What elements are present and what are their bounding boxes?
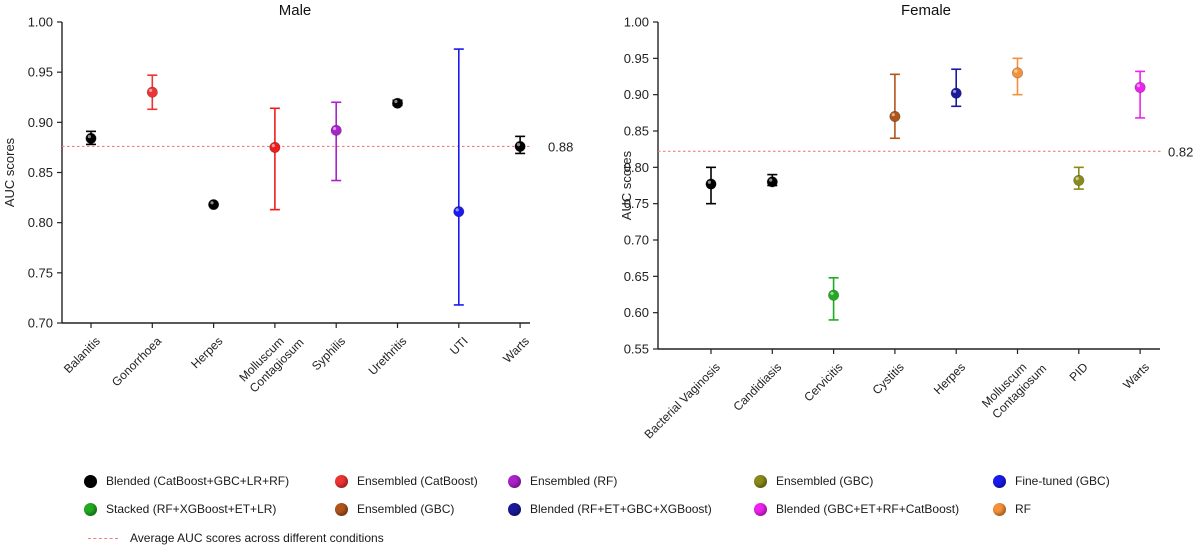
- data-point: [146, 86, 158, 98]
- x-tick-label: PID: [1067, 360, 1091, 384]
- data-point-highlight: [210, 201, 214, 205]
- data-point: [705, 178, 717, 190]
- x-tick-label-line: PID: [1067, 360, 1091, 384]
- reference-line-label: 0.88: [548, 139, 573, 154]
- data-point: [391, 97, 403, 109]
- data-point-highlight: [830, 291, 834, 296]
- x-tick-label: Warts: [500, 334, 532, 366]
- y-axis-label: AUC scores: [2, 137, 17, 207]
- data-point-highlight: [87, 134, 91, 139]
- y-tick-label: 0.65: [624, 269, 649, 284]
- y-tick-label: 0.70: [624, 233, 649, 248]
- data-point-highlight: [271, 144, 275, 148]
- data-point-highlight: [333, 126, 337, 131]
- x-tick-label: MolluscumContagiosum: [236, 325, 307, 396]
- x-tick-label-line: Warts: [1120, 360, 1152, 392]
- data-point-highlight: [1075, 177, 1079, 181]
- data-point: [453, 206, 465, 218]
- y-axis-label: AUC scores: [619, 150, 634, 220]
- data-point-highlight: [769, 178, 773, 182]
- data-point: [828, 289, 840, 301]
- y-tick-label: 0.85: [28, 165, 53, 180]
- data-point: [1134, 81, 1146, 93]
- data-point-highlight: [455, 208, 459, 212]
- x-tick-label-line: UTI: [447, 334, 471, 358]
- data-point: [208, 199, 220, 211]
- reference-line-label: 0.82: [1168, 144, 1193, 159]
- x-tick-label-line: Balanitis: [61, 334, 103, 376]
- data-point-highlight: [1014, 69, 1018, 73]
- y-tick-label: 0.95: [28, 65, 53, 80]
- y-tick-label: 0.90: [624, 87, 649, 102]
- chart-title: Female: [901, 2, 951, 19]
- chart-title: Male: [279, 2, 312, 19]
- data-point: [1011, 67, 1023, 79]
- data-point: [269, 141, 281, 153]
- x-tick-label: Gonorrhoea: [109, 334, 164, 389]
- data-point-highlight: [149, 88, 153, 93]
- y-tick-label: 1.00: [624, 15, 649, 30]
- data-point-highlight: [891, 113, 895, 117]
- y-tick-label: 0.95: [624, 51, 649, 66]
- data-point: [950, 87, 962, 99]
- x-tick-label-line: Urethritis: [366, 334, 410, 378]
- x-tick-label-line: Herpes: [188, 334, 225, 371]
- x-tick-label: Candidiasis: [730, 360, 784, 414]
- data-point-highlight: [953, 89, 957, 94]
- x-tick-label: MolluscumContagiosum: [979, 351, 1050, 422]
- y-tick-label: 0.80: [28, 215, 53, 230]
- x-tick-label-line: Gonorrhoea: [109, 334, 164, 389]
- data-point: [330, 124, 342, 136]
- data-point-highlight: [516, 143, 521, 147]
- x-tick-label-line: Cystitis: [870, 360, 907, 397]
- x-tick-label: Bacterial Vaginosis: [641, 360, 722, 441]
- x-tick-label: Syphilis: [309, 334, 348, 373]
- y-tick-label: 0.70: [28, 316, 53, 331]
- x-tick-label-line: Cervicitis: [801, 360, 845, 404]
- x-tick-label-line: Candidiasis: [730, 360, 784, 414]
- x-tick-label-line: Warts: [500, 334, 532, 366]
- data-point: [1073, 174, 1085, 186]
- x-tick-label: Cystitis: [870, 360, 907, 397]
- y-tick-label: 0.85: [624, 124, 649, 139]
- x-tick-label-line: Bacterial Vaginosis: [641, 360, 722, 441]
- x-tick-label: Balanitis: [61, 334, 103, 376]
- x-tick-label: UTI: [447, 334, 471, 358]
- data-point: [766, 176, 778, 188]
- y-tick-label: 0.75: [28, 265, 53, 280]
- data-point-highlight: [394, 99, 398, 104]
- x-tick-label: Herpes: [188, 334, 225, 371]
- data-point-highlight: [1136, 84, 1141, 88]
- x-tick-label-line: Herpes: [931, 360, 968, 397]
- x-tick-label: Warts: [1120, 360, 1152, 392]
- data-point: [85, 132, 97, 144]
- data-point-highlight: [707, 180, 712, 184]
- y-tick-label: 0.75: [624, 196, 649, 211]
- x-tick-label: Urethritis: [366, 334, 410, 378]
- y-tick-label: 0.80: [624, 160, 649, 175]
- x-tick-label: Herpes: [931, 360, 968, 397]
- y-tick-label: 1.00: [28, 15, 53, 30]
- data-point: [514, 140, 526, 152]
- x-tick-label-line: Syphilis: [309, 334, 348, 373]
- y-tick-label: 0.90: [28, 115, 53, 130]
- y-tick-label: 0.60: [624, 305, 649, 320]
- data-point: [889, 110, 901, 122]
- x-tick-label: Cervicitis: [801, 360, 845, 404]
- y-tick-label: 0.55: [624, 342, 649, 357]
